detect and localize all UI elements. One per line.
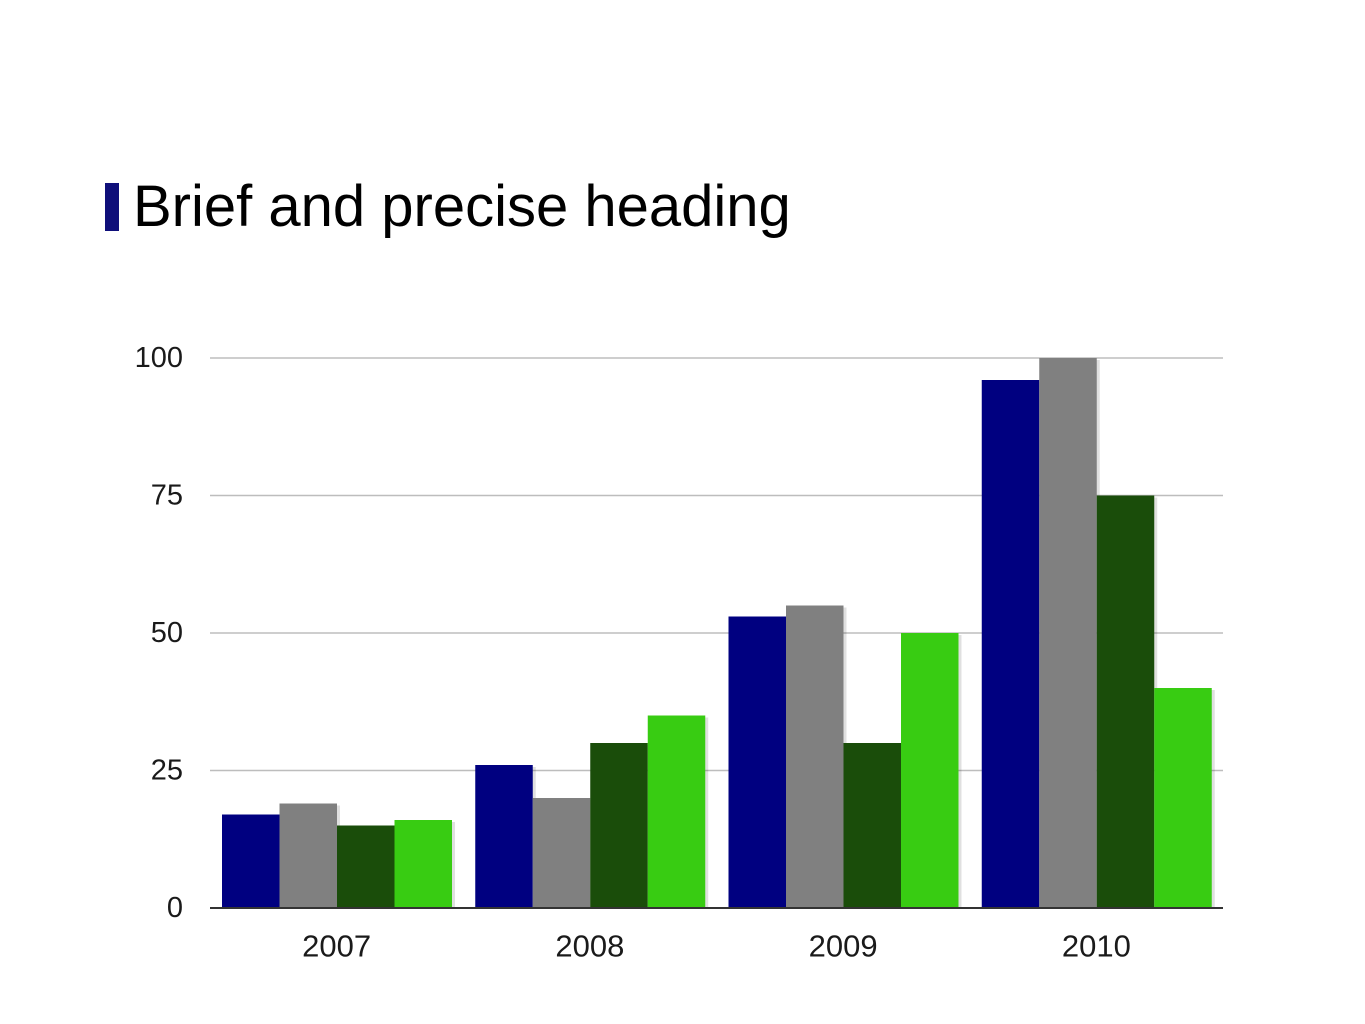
bar-2010-series-3	[1096, 495, 1155, 908]
bar-2007-series-4	[394, 820, 452, 908]
bars	[222, 358, 1215, 908]
slide-heading: Brief and precise heading	[105, 172, 791, 242]
y-axis-ticks: 0 25 50 75 100	[135, 342, 183, 924]
x-tick-label: 2007	[302, 929, 371, 964]
y-tick-label: 100	[135, 342, 183, 374]
bar-2010-series-2	[1039, 358, 1097, 908]
x-tick-label: 2009	[809, 929, 878, 964]
bar-2007-series-1	[222, 814, 280, 908]
x-axis-labels: 2007 2008 2009 2010	[302, 929, 1131, 964]
bar-2007-series-2	[279, 803, 337, 908]
y-tick-label: 25	[151, 755, 183, 787]
bar-2009-series-1	[728, 616, 786, 908]
bar-2008-series-3	[590, 743, 648, 908]
bar-2009-series-2	[786, 605, 844, 908]
y-tick-label: 50	[151, 617, 183, 649]
x-tick-label: 2008	[555, 929, 624, 964]
bar-2009-series-3	[843, 743, 901, 908]
bar-2009-series-4	[901, 633, 959, 908]
bar-2008-series-2	[532, 798, 591, 908]
bar-2008-series-4	[647, 715, 706, 908]
bar-2007-series-3	[337, 825, 395, 908]
bar-2010-series-1	[981, 380, 1040, 908]
page-title: Brief and precise heading	[133, 174, 791, 239]
y-tick-label: 75	[151, 480, 183, 512]
bar-2008-series-1	[475, 765, 533, 908]
bar-2010-series-4	[1154, 688, 1212, 908]
x-tick-label: 2010	[1062, 929, 1131, 964]
y-tick-label: 0	[167, 892, 183, 924]
heading-marker	[105, 183, 119, 231]
